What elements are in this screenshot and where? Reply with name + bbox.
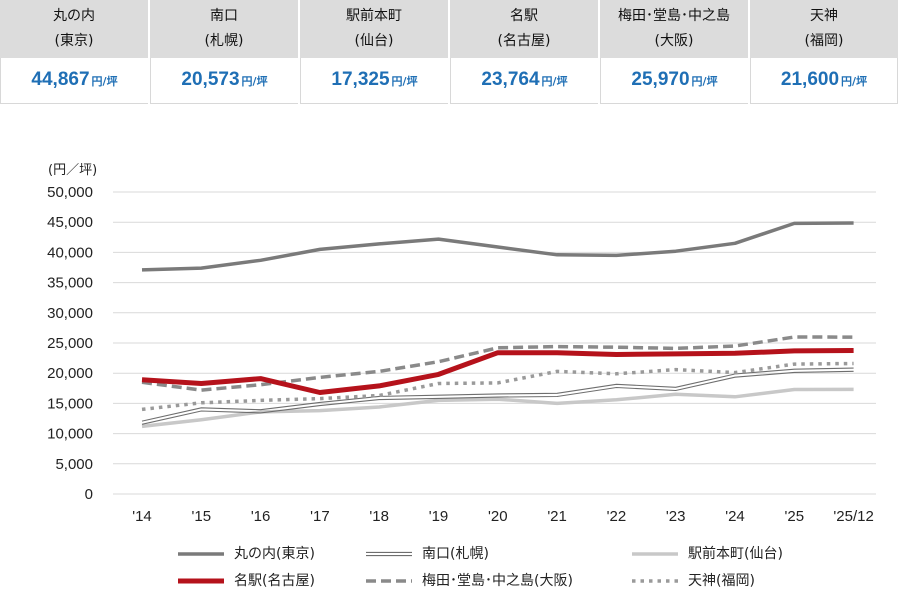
rent-unit: 円/坪 xyxy=(241,75,268,88)
rent-unit: 円/坪 xyxy=(691,75,718,88)
y-axis-label: (円／坪) xyxy=(48,163,97,178)
legend-item: 丸の内(東京) xyxy=(178,544,428,564)
legend-label: 南口(札幌) xyxy=(422,546,489,562)
area-card-header: 丸の内 (東京) xyxy=(0,0,148,58)
area-rent-cards: 丸の内 (東京) 44,867 円/坪 南口 (札幌) 20,573 円/坪 駅前本町 (仙台) 1… xyxy=(0,0,900,104)
legend-item: 駅前本町(仙台) xyxy=(632,544,882,564)
area-card-header: 駅前本町 (仙台) xyxy=(300,0,448,58)
y-tick-label: 40,000 xyxy=(47,244,93,261)
area-card-header: 天神 (福岡) xyxy=(750,0,898,58)
area-name: 梅田･堂島･中之島 xyxy=(618,8,730,24)
rent-unit: 円/坪 xyxy=(91,75,118,88)
rent-number: 44,867 xyxy=(31,69,90,90)
x-tick-label: '14 xyxy=(132,508,152,525)
x-tick-label: '22 xyxy=(607,508,627,525)
rent-number: 17,325 xyxy=(331,69,390,90)
area-city: (東京) xyxy=(54,33,94,49)
x-tick-label: '15 xyxy=(192,508,212,525)
y-tick-label: 5,000 xyxy=(55,456,93,473)
x-tick-label: '25 xyxy=(785,508,805,525)
series-line-stroke xyxy=(141,370,854,425)
legend-label: 駅前本町(仙台) xyxy=(688,546,783,562)
area-name: 南口 xyxy=(210,8,238,24)
legend-label: 名駅(名古屋) xyxy=(234,573,315,589)
x-tick-label: '17 xyxy=(310,508,330,525)
legend-label: 天神(福岡) xyxy=(688,573,755,589)
legend-label: 梅田･堂島･中之島(大阪) xyxy=(422,573,573,589)
rent-unit: 円/坪 xyxy=(391,75,418,88)
area-card: 駅前本町 (仙台) 17,325 円/坪 xyxy=(300,0,450,104)
area-city: (名古屋) xyxy=(497,33,551,49)
y-tick-label: 0 xyxy=(85,486,93,503)
x-tick-label: '24 xyxy=(725,508,745,525)
x-tick-labels: '14 '15 '16 '17 '18 '19 '20 '21 '22 '23 '24 '25 '25/… xyxy=(132,508,874,525)
legend-swatch xyxy=(178,578,224,584)
y-tick-label: 30,000 xyxy=(47,305,93,322)
area-rent-value: 25,970 円/坪 xyxy=(600,58,748,104)
y-tick-label: 45,000 xyxy=(47,214,93,231)
rent-unit: 円/坪 xyxy=(841,75,868,88)
area-card: 南口 (札幌) 20,573 円/坪 xyxy=(150,0,300,104)
legend-item: 南口(札幌) xyxy=(366,544,616,564)
area-rent-value: 20,573 円/坪 xyxy=(150,58,298,104)
area-card-header: 南口 (札幌) xyxy=(150,0,298,58)
chart-series xyxy=(141,221,854,429)
area-card-header: 名駅 (名古屋) xyxy=(450,0,598,58)
area-rent-value: 21,600 円/坪 xyxy=(750,58,898,104)
legend-swatch xyxy=(632,579,678,583)
legend-swatch xyxy=(366,551,412,557)
legend-item: 名駅(名古屋) xyxy=(178,571,428,591)
series-line xyxy=(141,221,854,272)
x-tick-label: '21 xyxy=(547,508,567,525)
rent-number: 21,600 xyxy=(780,69,840,90)
legend-swatch xyxy=(366,579,412,583)
area-name: 駅前本町 xyxy=(346,8,402,24)
area-rent-value: 44,867 円/坪 xyxy=(0,58,148,104)
area-card: 丸の内 (東京) 44,867 円/坪 xyxy=(0,0,150,104)
legend-swatch xyxy=(632,552,678,556)
rent-number: 25,970 xyxy=(631,69,690,90)
area-city: (大阪) xyxy=(654,33,694,49)
rent-number: 20,573 xyxy=(181,69,240,90)
area-rent-value: 23,764 円/坪 xyxy=(450,58,598,104)
legend-item: 天神(福岡) xyxy=(632,571,882,591)
area-rent-value: 17,325 円/坪 xyxy=(300,58,448,104)
x-tick-label: '25/12 xyxy=(833,508,873,525)
area-city: (札幌) xyxy=(204,33,244,49)
y-tick-label: 25,000 xyxy=(47,335,93,352)
rent-unit: 円/坪 xyxy=(541,75,568,88)
y-tick-label: 20,000 xyxy=(47,365,93,382)
area-name: 天神 xyxy=(810,8,838,24)
area-card: 天神 (福岡) 21,600 円/坪 xyxy=(750,0,900,104)
area-city: (福岡) xyxy=(804,33,844,49)
y-tick-labels: 50,000 45,000 40,000 35,000 30,000 25,000 20,0… xyxy=(47,184,93,503)
x-tick-label: '16 xyxy=(251,508,271,525)
area-card-header: 梅田･堂島･中之島 (大阪) xyxy=(600,0,748,58)
y-tick-label: 50,000 xyxy=(47,184,93,201)
series-line xyxy=(141,361,854,412)
legend-item: 梅田･堂島･中之島(大阪) xyxy=(366,571,616,591)
y-tick-label: 35,000 xyxy=(47,275,93,292)
area-card: 梅田･堂島･中之島 (大阪) 25,970 円/坪 xyxy=(600,0,750,104)
x-tick-label: '19 xyxy=(429,508,449,525)
area-name: 名駅 xyxy=(510,8,538,24)
area-card: 名駅 (名古屋) 23,764 円/坪 xyxy=(450,0,600,104)
x-tick-label: '23 xyxy=(666,508,686,525)
series-line xyxy=(141,387,854,429)
x-tick-label: '20 xyxy=(488,508,508,525)
rent-number: 23,764 xyxy=(481,69,540,90)
legend-label: 丸の内(東京) xyxy=(234,546,315,562)
series-line xyxy=(141,348,854,395)
legend-swatch xyxy=(178,552,224,556)
area-city: (仙台) xyxy=(354,33,394,49)
y-tick-label: 15,000 xyxy=(47,395,93,412)
y-tick-label: 10,000 xyxy=(47,426,93,443)
area-name: 丸の内 xyxy=(53,8,95,24)
x-tick-label: '18 xyxy=(369,508,389,525)
